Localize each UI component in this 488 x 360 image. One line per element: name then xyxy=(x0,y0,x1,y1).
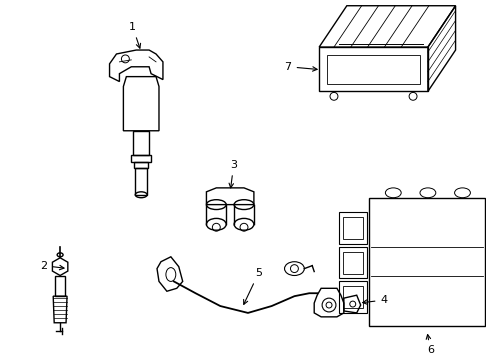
Bar xyxy=(342,217,362,239)
Bar xyxy=(338,247,366,278)
Bar xyxy=(326,55,419,84)
Text: 1: 1 xyxy=(129,22,140,48)
Text: 6: 6 xyxy=(426,334,433,355)
Text: 5: 5 xyxy=(243,269,262,304)
Bar xyxy=(342,286,362,308)
Bar xyxy=(368,198,484,326)
Text: 4: 4 xyxy=(362,295,387,305)
Text: 3: 3 xyxy=(228,160,237,188)
Text: 2: 2 xyxy=(41,261,64,271)
Text: 7: 7 xyxy=(284,62,317,72)
Bar xyxy=(342,252,362,274)
Bar xyxy=(338,282,366,313)
Bar xyxy=(338,212,366,244)
